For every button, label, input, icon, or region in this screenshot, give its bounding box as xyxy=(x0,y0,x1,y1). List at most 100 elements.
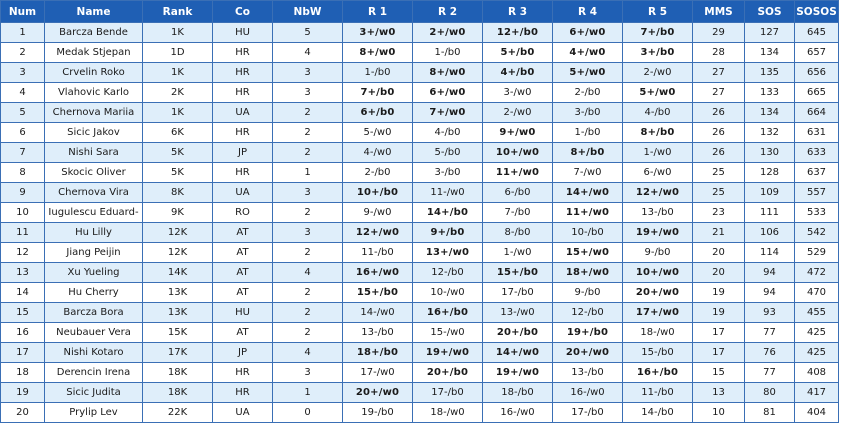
player-rank-cell: 2K xyxy=(142,82,213,103)
player-number-cell: 8 xyxy=(0,162,45,183)
player-number-cell: 12 xyxy=(0,242,45,263)
round-5-result-cell: 5+/w0 xyxy=(622,82,693,103)
sos-score-cell: 130 xyxy=(744,142,795,163)
round-2-result-cell: 10-/w0 xyxy=(412,282,483,303)
column-header-round-2[interactable]: R 2 xyxy=(412,0,483,23)
sosos-score-cell: 408 xyxy=(794,362,839,383)
round-5-result-cell: 13-/b0 xyxy=(622,202,693,223)
round-4-result-cell: 15+/w0 xyxy=(552,242,623,263)
round-1-result-cell: 8+/w0 xyxy=(342,42,413,63)
mms-score-cell: 25 xyxy=(692,162,745,183)
wins-count-cell: 4 xyxy=(272,342,343,363)
round-2-result-cell: 3-/b0 xyxy=(412,162,483,183)
sos-score-cell: 135 xyxy=(744,62,795,83)
mms-score-cell: 23 xyxy=(692,202,745,223)
mms-score-cell: 25 xyxy=(692,182,745,203)
round-5-result-cell: 19+/w0 xyxy=(622,222,693,243)
round-4-result-cell: 7-/w0 xyxy=(552,162,623,183)
player-rank-cell: 8K xyxy=(142,182,213,203)
mms-score-cell: 20 xyxy=(692,242,745,263)
round-3-result-cell: 20+/b0 xyxy=(482,322,553,343)
player-rank-cell: 17K xyxy=(142,342,213,363)
table-row: 2 Medak Stjepan 1D HR 4 8+/w0 1-/b0 5+/b0 4+/w0 3… xyxy=(0,42,839,63)
round-3-result-cell: 5+/b0 xyxy=(482,42,553,63)
column-header-sosos[interactable]: SOSOS xyxy=(794,0,839,23)
round-4-result-cell: 16-/w0 xyxy=(552,382,623,403)
column-header-round-5[interactable]: R 5 xyxy=(622,0,693,23)
round-3-result-cell: 14+/w0 xyxy=(482,342,553,363)
wins-count-cell: 2 xyxy=(272,242,343,263)
column-header-country[interactable]: Co xyxy=(212,0,273,23)
sosos-score-cell: 664 xyxy=(794,102,839,123)
round-5-result-cell: 8+/b0 xyxy=(622,122,693,143)
round-4-result-cell: 17-/b0 xyxy=(552,402,623,423)
round-3-result-cell: 2-/w0 xyxy=(482,102,553,123)
column-header-name[interactable]: Name xyxy=(44,0,143,23)
column-header-sos[interactable]: SOS xyxy=(744,0,795,23)
sos-score-cell: 77 xyxy=(744,322,795,343)
table-row: 16 Neubauer Vera 15K AT 2 13-/b0 15-/w0 20+/b0 1… xyxy=(0,322,839,343)
round-3-result-cell: 9+/w0 xyxy=(482,122,553,143)
round-5-result-cell: 2-/w0 xyxy=(622,62,693,83)
player-country-cell: HR xyxy=(212,382,273,403)
round-2-result-cell: 16+/b0 xyxy=(412,302,483,323)
table-body: 1 Barcza Bende 1K HU 5 3+/w0 2+/w0 12+/b0 6+/w0 7… xyxy=(0,22,839,423)
table-header: Num Name Rank Co NbW R 1 R 2 R 3 R 4 R 5… xyxy=(0,0,839,23)
round-1-result-cell: 16+/w0 xyxy=(342,262,413,283)
wins-count-cell: 4 xyxy=(272,42,343,63)
round-5-result-cell: 4-/b0 xyxy=(622,102,693,123)
player-country-cell: JP xyxy=(212,142,273,163)
mms-score-cell: 26 xyxy=(692,122,745,143)
round-1-result-cell: 4-/w0 xyxy=(342,142,413,163)
player-number-cell: 14 xyxy=(0,282,45,303)
wins-count-cell: 3 xyxy=(272,182,343,203)
column-header-round-1[interactable]: R 1 xyxy=(342,0,413,23)
column-header-mms[interactable]: MMS xyxy=(692,0,745,23)
column-header-nbw[interactable]: NbW xyxy=(272,0,343,23)
player-rank-cell: 13K xyxy=(142,302,213,323)
round-2-result-cell: 12-/b0 xyxy=(412,262,483,283)
player-name-cell: Jiang Peijin xyxy=(44,242,143,263)
round-5-result-cell: 14-/b0 xyxy=(622,402,693,423)
round-3-result-cell: 12+/b0 xyxy=(482,22,553,43)
column-header-num[interactable]: Num xyxy=(0,0,45,23)
player-name-cell: Medak Stjepan xyxy=(44,42,143,63)
player-name-cell: Barcza Bora xyxy=(44,302,143,323)
round-3-result-cell: 1-/w0 xyxy=(482,242,553,263)
column-header-round-4[interactable]: R 4 xyxy=(552,0,623,23)
column-header-rank[interactable]: Rank xyxy=(142,0,213,23)
player-country-cell: RO xyxy=(212,202,273,223)
round-2-result-cell: 1-/b0 xyxy=(412,42,483,63)
player-country-cell: HR xyxy=(212,162,273,183)
round-5-result-cell: 11-/b0 xyxy=(622,382,693,403)
player-country-cell: HR xyxy=(212,122,273,143)
player-rank-cell: 5K xyxy=(142,142,213,163)
player-rank-cell: 12K xyxy=(142,242,213,263)
player-number-cell: 15 xyxy=(0,302,45,323)
sosos-score-cell: 631 xyxy=(794,122,839,143)
sos-score-cell: 128 xyxy=(744,162,795,183)
player-country-cell: HR xyxy=(212,362,273,383)
table-row: 7 Nishi Sara 5K JP 2 4-/w0 5-/b0 10+/w0 8+/b0 1-/… xyxy=(0,142,839,163)
sos-score-cell: 76 xyxy=(744,342,795,363)
table-row: 4 Vlahovic Karlo 2K HR 3 7+/b0 6+/w0 3-/w0 2-/b0… xyxy=(0,82,839,103)
table-row: 20 Prylip Lev 22K UA 0 19-/b0 18-/w0 16-/w0 17-/… xyxy=(0,402,839,423)
sosos-score-cell: 472 xyxy=(794,262,839,283)
table-row: 9 Chernova Vira 8K UA 3 10+/b0 11-/w0 6-/b0 14+/… xyxy=(0,182,839,203)
mms-score-cell: 13 xyxy=(692,382,745,403)
round-5-result-cell: 15-/b0 xyxy=(622,342,693,363)
round-4-result-cell: 20+/w0 xyxy=(552,342,623,363)
round-2-result-cell: 9+/b0 xyxy=(412,222,483,243)
player-name-cell: Crvelin Roko xyxy=(44,62,143,83)
round-3-result-cell: 16-/w0 xyxy=(482,402,553,423)
player-name-cell: Hu Lilly xyxy=(44,222,143,243)
player-country-cell: JP xyxy=(212,342,273,363)
round-4-result-cell: 11+/w0 xyxy=(552,202,623,223)
player-number-cell: 5 xyxy=(0,102,45,123)
sos-score-cell: 80 xyxy=(744,382,795,403)
round-4-result-cell: 8+/b0 xyxy=(552,142,623,163)
player-number-cell: 19 xyxy=(0,382,45,403)
sos-score-cell: 109 xyxy=(744,182,795,203)
column-header-round-3[interactable]: R 3 xyxy=(482,0,553,23)
round-4-result-cell: 10-/b0 xyxy=(552,222,623,243)
